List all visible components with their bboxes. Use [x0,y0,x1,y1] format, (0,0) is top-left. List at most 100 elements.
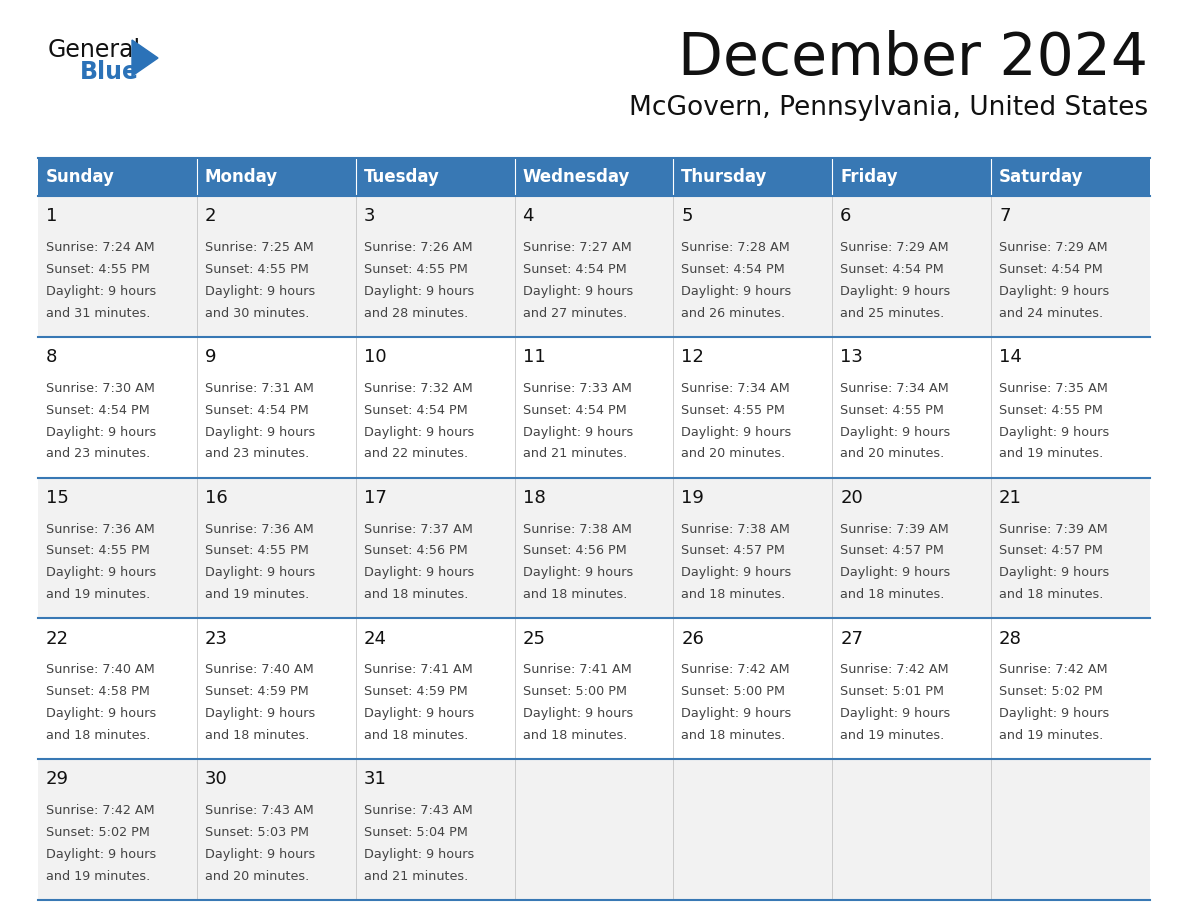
Text: and 23 minutes.: and 23 minutes. [46,447,150,460]
Text: 3: 3 [364,207,375,225]
Bar [38,619,1150,759]
Text: Sunrise: 7:42 AM: Sunrise: 7:42 AM [999,664,1107,677]
Text: Thursday: Thursday [682,168,767,186]
Text: Sunset: 4:54 PM: Sunset: 4:54 PM [682,263,785,276]
Text: 16: 16 [204,489,228,507]
Text: and 25 minutes.: and 25 minutes. [840,307,944,319]
Text: and 24 minutes.: and 24 minutes. [999,307,1104,319]
Text: Friday: Friday [840,168,898,186]
Text: Sunrise: 7:26 AM: Sunrise: 7:26 AM [364,241,473,254]
Text: Sunset: 5:00 PM: Sunset: 5:00 PM [682,685,785,699]
Text: and 18 minutes.: and 18 minutes. [999,588,1104,601]
Text: Sunset: 4:55 PM: Sunset: 4:55 PM [46,263,150,276]
Text: Saturday: Saturday [999,168,1083,186]
Text: Sunrise: 7:41 AM: Sunrise: 7:41 AM [364,664,473,677]
Text: Sunrise: 7:43 AM: Sunrise: 7:43 AM [204,804,314,817]
Text: 15: 15 [46,489,69,507]
Text: Daylight: 9 hours: Daylight: 9 hours [46,426,156,439]
Text: and 30 minutes.: and 30 minutes. [204,307,309,319]
Text: Sunrise: 7:27 AM: Sunrise: 7:27 AM [523,241,631,254]
Text: Sunset: 4:54 PM: Sunset: 4:54 PM [204,404,309,417]
Text: and 18 minutes.: and 18 minutes. [523,588,627,601]
Text: Daylight: 9 hours: Daylight: 9 hours [682,566,791,579]
Text: 18: 18 [523,489,545,507]
Text: Sunset: 4:54 PM: Sunset: 4:54 PM [523,404,626,417]
Text: Daylight: 9 hours: Daylight: 9 hours [840,566,950,579]
Text: Wednesday: Wednesday [523,168,630,186]
Text: Sunrise: 7:31 AM: Sunrise: 7:31 AM [204,382,314,395]
Text: Sunrise: 7:39 AM: Sunrise: 7:39 AM [999,522,1108,536]
Text: Blue: Blue [80,60,139,84]
Text: 13: 13 [840,348,864,366]
Text: and 19 minutes.: and 19 minutes. [46,588,150,601]
Text: 9: 9 [204,348,216,366]
Text: Daylight: 9 hours: Daylight: 9 hours [364,566,474,579]
Text: 14: 14 [999,348,1022,366]
Text: and 18 minutes.: and 18 minutes. [682,729,785,742]
Text: Sunrise: 7:38 AM: Sunrise: 7:38 AM [682,522,790,536]
Text: 25: 25 [523,630,545,648]
Text: Sunrise: 7:33 AM: Sunrise: 7:33 AM [523,382,631,395]
Text: Sunset: 4:59 PM: Sunset: 4:59 PM [364,685,467,699]
Text: Daylight: 9 hours: Daylight: 9 hours [204,848,315,861]
Text: and 18 minutes.: and 18 minutes. [364,588,468,601]
Text: Sunset: 4:57 PM: Sunset: 4:57 PM [999,544,1102,557]
Text: Sunrise: 7:38 AM: Sunrise: 7:38 AM [523,522,631,536]
Text: and 19 minutes.: and 19 minutes. [999,729,1104,742]
Text: 29: 29 [46,770,69,789]
Text: and 18 minutes.: and 18 minutes. [523,729,627,742]
Text: Sunrise: 7:28 AM: Sunrise: 7:28 AM [682,241,790,254]
Bar [38,337,1150,477]
Text: Daylight: 9 hours: Daylight: 9 hours [204,285,315,297]
Text: Sunset: 4:55 PM: Sunset: 4:55 PM [840,404,944,417]
Text: Daylight: 9 hours: Daylight: 9 hours [523,566,633,579]
Text: 31: 31 [364,770,386,789]
Text: Daylight: 9 hours: Daylight: 9 hours [46,707,156,720]
Text: Daylight: 9 hours: Daylight: 9 hours [364,426,474,439]
Text: Sunrise: 7:30 AM: Sunrise: 7:30 AM [46,382,154,395]
Text: Sunset: 5:03 PM: Sunset: 5:03 PM [204,826,309,839]
Text: 30: 30 [204,770,228,789]
Text: and 18 minutes.: and 18 minutes. [46,729,151,742]
Text: Monday: Monday [204,168,278,186]
Text: Sunset: 4:55 PM: Sunset: 4:55 PM [204,544,309,557]
Text: Sunset: 4:54 PM: Sunset: 4:54 PM [840,263,944,276]
Text: Daylight: 9 hours: Daylight: 9 hours [840,707,950,720]
Text: Daylight: 9 hours: Daylight: 9 hours [999,285,1110,297]
Text: and 18 minutes.: and 18 minutes. [840,588,944,601]
Text: Sunset: 4:59 PM: Sunset: 4:59 PM [204,685,309,699]
Text: Daylight: 9 hours: Daylight: 9 hours [204,707,315,720]
Text: Sunrise: 7:37 AM: Sunrise: 7:37 AM [364,522,473,536]
Text: Sunset: 4:54 PM: Sunset: 4:54 PM [46,404,150,417]
Text: Sunset: 5:01 PM: Sunset: 5:01 PM [840,685,944,699]
Text: Sunset: 4:54 PM: Sunset: 4:54 PM [523,263,626,276]
Text: and 27 minutes.: and 27 minutes. [523,307,627,319]
Text: Sunset: 4:55 PM: Sunset: 4:55 PM [204,263,309,276]
Text: Tuesday: Tuesday [364,168,440,186]
Text: 6: 6 [840,207,852,225]
Bar [38,477,1150,619]
Text: 19: 19 [682,489,704,507]
Text: and 21 minutes.: and 21 minutes. [523,447,627,460]
Text: Sunset: 5:00 PM: Sunset: 5:00 PM [523,685,626,699]
Text: Sunday: Sunday [46,168,115,186]
Text: Sunset: 4:54 PM: Sunset: 4:54 PM [999,263,1102,276]
Text: 27: 27 [840,630,864,648]
Text: Sunset: 4:54 PM: Sunset: 4:54 PM [364,404,467,417]
Text: Sunrise: 7:42 AM: Sunrise: 7:42 AM [682,664,790,677]
Text: Daylight: 9 hours: Daylight: 9 hours [204,426,315,439]
Text: and 19 minutes.: and 19 minutes. [840,729,944,742]
Text: Sunset: 4:56 PM: Sunset: 4:56 PM [364,544,467,557]
Text: Sunset: 4:56 PM: Sunset: 4:56 PM [523,544,626,557]
Text: Sunrise: 7:35 AM: Sunrise: 7:35 AM [999,382,1108,395]
Text: 26: 26 [682,630,704,648]
Text: Sunrise: 7:29 AM: Sunrise: 7:29 AM [840,241,949,254]
Text: Sunrise: 7:24 AM: Sunrise: 7:24 AM [46,241,154,254]
Text: 4: 4 [523,207,535,225]
Text: Daylight: 9 hours: Daylight: 9 hours [46,285,156,297]
Text: and 19 minutes.: and 19 minutes. [999,447,1104,460]
Text: Sunrise: 7:29 AM: Sunrise: 7:29 AM [999,241,1107,254]
Text: Daylight: 9 hours: Daylight: 9 hours [46,566,156,579]
Bar [38,158,1150,196]
Text: and 26 minutes.: and 26 minutes. [682,307,785,319]
